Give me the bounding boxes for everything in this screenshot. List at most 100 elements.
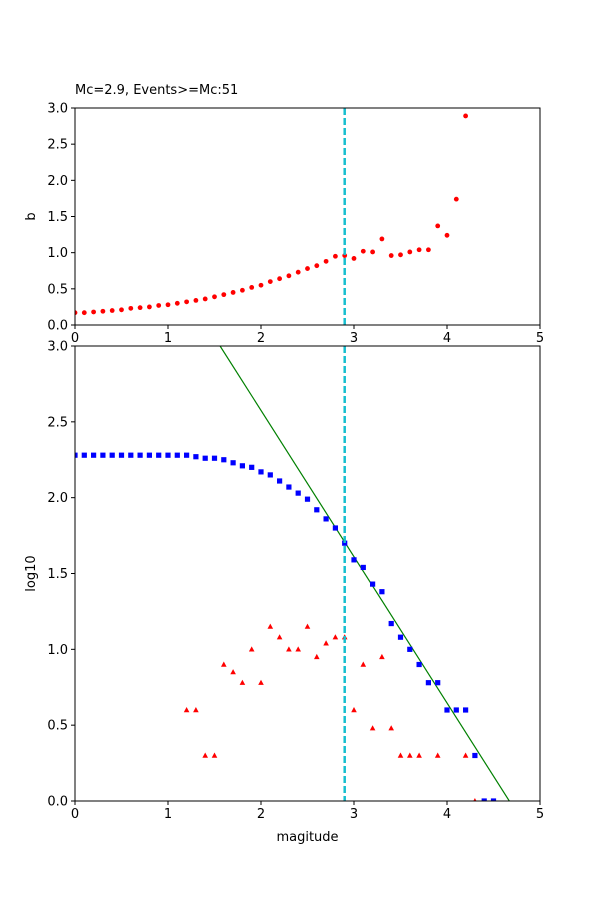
data-point bbox=[75, 452, 78, 458]
data-point bbox=[230, 460, 236, 466]
data-point bbox=[369, 725, 376, 731]
data-point bbox=[472, 752, 478, 759]
data-point bbox=[211, 455, 218, 461]
series-circle bbox=[75, 113, 468, 316]
data-point bbox=[314, 263, 320, 269]
data-point bbox=[258, 679, 264, 685]
data-point bbox=[109, 308, 115, 313]
data-point bbox=[239, 679, 246, 685]
data-point bbox=[249, 284, 255, 290]
data-point bbox=[473, 798, 477, 801]
data-point bbox=[370, 581, 376, 587]
data-point bbox=[221, 661, 227, 667]
data-point bbox=[75, 310, 78, 316]
data-point bbox=[407, 646, 413, 652]
x-tick-label: 3 bbox=[350, 807, 358, 822]
data-point bbox=[258, 282, 264, 288]
data-point bbox=[118, 452, 125, 458]
data-point bbox=[91, 452, 97, 458]
data-point bbox=[379, 653, 385, 660]
x-tick-label: 1 bbox=[164, 331, 172, 346]
x-tick-label: 2 bbox=[257, 331, 265, 346]
data-point bbox=[128, 305, 134, 311]
data-point bbox=[379, 236, 385, 242]
data-point bbox=[388, 253, 394, 258]
data-point bbox=[137, 305, 143, 311]
data-point bbox=[100, 308, 106, 314]
data-point bbox=[360, 564, 366, 571]
data-point bbox=[156, 303, 162, 308]
data-point bbox=[81, 310, 87, 316]
y-tick-label: 2.0 bbox=[47, 491, 68, 506]
data-point bbox=[221, 292, 227, 298]
data-point bbox=[323, 258, 329, 264]
plot-area bbox=[75, 113, 468, 316]
data-point bbox=[267, 279, 273, 284]
data-point bbox=[407, 249, 413, 255]
data-point bbox=[202, 752, 208, 758]
data-point bbox=[286, 273, 292, 279]
frequency-magnitude-panel: 0 1 2 3 4 5 0.0 0.5 1.0 1.5 2.0 2.5 3.0 magitude log10 bbox=[24, 340, 544, 846]
data-point bbox=[416, 247, 422, 253]
data-point bbox=[370, 249, 375, 255]
data-point bbox=[434, 752, 441, 758]
data-point bbox=[397, 634, 404, 640]
series-square bbox=[75, 452, 497, 801]
data-point bbox=[407, 752, 413, 758]
data-point bbox=[425, 680, 431, 686]
data-point bbox=[360, 248, 366, 254]
data-point bbox=[174, 452, 180, 458]
data-point bbox=[212, 294, 217, 300]
data-point bbox=[277, 478, 283, 484]
y-tick-label: 1.5 bbox=[47, 210, 68, 225]
data-point bbox=[388, 620, 394, 627]
data-point bbox=[286, 646, 292, 652]
data-point bbox=[295, 490, 301, 496]
data-point bbox=[277, 276, 282, 282]
data-point bbox=[481, 798, 487, 801]
data-point bbox=[351, 707, 357, 713]
y-axis-label: log10 bbox=[24, 555, 39, 591]
data-point bbox=[435, 680, 441, 686]
data-point bbox=[444, 232, 450, 238]
data-point bbox=[258, 469, 264, 475]
data-point bbox=[323, 516, 329, 522]
data-point bbox=[435, 223, 441, 229]
data-point bbox=[202, 455, 208, 461]
data-point bbox=[183, 707, 190, 713]
y-tick-label: 3.0 bbox=[47, 340, 68, 355]
data-point bbox=[156, 452, 162, 458]
data-point bbox=[100, 452, 106, 458]
y-tick-label: 0.0 bbox=[47, 319, 68, 334]
data-point bbox=[314, 653, 320, 660]
data-point bbox=[128, 452, 134, 458]
data-point bbox=[137, 452, 143, 458]
y-tick-label: 1.0 bbox=[47, 246, 68, 261]
data-point bbox=[462, 752, 469, 758]
data-point bbox=[221, 457, 227, 463]
data-point bbox=[333, 253, 338, 259]
data-point bbox=[165, 302, 171, 308]
x-tick-label: 2 bbox=[257, 807, 265, 822]
data-point bbox=[165, 452, 171, 458]
data-point bbox=[193, 298, 199, 303]
data-point bbox=[230, 290, 236, 295]
data-point bbox=[360, 661, 367, 667]
data-point bbox=[267, 472, 273, 478]
data-point bbox=[416, 752, 422, 758]
data-point bbox=[193, 454, 199, 460]
data-point bbox=[184, 299, 190, 305]
chart-title: Mc=2.9, Events>=Mc:51 bbox=[75, 83, 238, 98]
data-point bbox=[304, 623, 311, 629]
y-axis-label: b bbox=[24, 212, 39, 220]
x-tick-label: 4 bbox=[443, 807, 451, 822]
data-point bbox=[332, 525, 338, 531]
series-triangle bbox=[183, 623, 477, 801]
y-tick-label: 2.0 bbox=[47, 174, 68, 189]
y-tick-label: 0.5 bbox=[47, 282, 68, 297]
data-point bbox=[453, 196, 459, 202]
data-point bbox=[276, 634, 283, 640]
data-point bbox=[379, 589, 385, 595]
data-point bbox=[305, 266, 310, 271]
x-tick-label: 5 bbox=[536, 807, 544, 822]
